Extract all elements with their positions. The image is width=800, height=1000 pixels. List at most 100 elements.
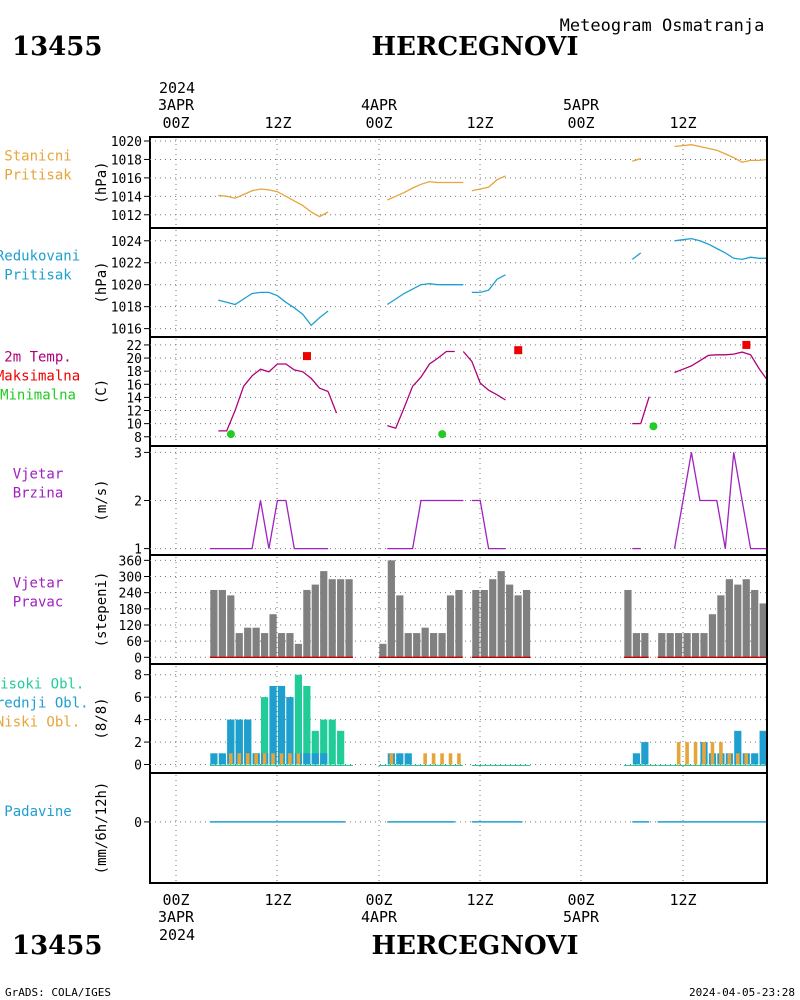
y-tick-label: 1016 bbox=[111, 323, 142, 338]
cloud-bar bbox=[744, 753, 749, 765]
cloud-bar bbox=[303, 685, 311, 765]
panel-label: Minimalna bbox=[0, 388, 76, 404]
top-hour-label: 12Z bbox=[669, 114, 696, 132]
direction-bar bbox=[413, 633, 421, 658]
y-tick-label: 1016 bbox=[111, 172, 142, 187]
direction-bar bbox=[759, 603, 766, 658]
y-tick-label: 120 bbox=[119, 619, 142, 634]
direction-bar bbox=[734, 584, 742, 658]
series-line bbox=[632, 157, 642, 162]
y-tick-label: 20 bbox=[126, 352, 142, 367]
footer-credit: GrADS: COLA/IGES bbox=[5, 986, 111, 999]
y-axis-label: (m/s) bbox=[94, 479, 110, 521]
y-tick-label: 16 bbox=[126, 378, 142, 393]
station-name-top: HERCEGNOVI bbox=[372, 32, 579, 62]
cloud-bar bbox=[396, 753, 404, 765]
cloud-bar bbox=[751, 753, 759, 765]
direction-bar bbox=[261, 633, 269, 658]
series-line bbox=[631, 252, 642, 260]
direction-bar bbox=[700, 633, 708, 658]
direction-bar bbox=[252, 627, 260, 658]
cloud-bar bbox=[448, 753, 453, 765]
series-line bbox=[218, 291, 329, 327]
direction-bar bbox=[480, 589, 488, 658]
cloud-bar bbox=[389, 753, 394, 765]
y-axis-label: (mm/6h/12h) bbox=[94, 782, 110, 875]
cloud-bar bbox=[736, 753, 740, 765]
cloud-bar bbox=[296, 753, 301, 765]
series-line bbox=[387, 499, 464, 550]
direction-bar bbox=[210, 589, 218, 658]
series-line bbox=[387, 180, 464, 201]
direction-bar bbox=[514, 595, 522, 658]
station-id-bottom: 13455 bbox=[12, 931, 102, 961]
tmin-marker bbox=[438, 430, 447, 439]
top-hour-label: 00Z bbox=[162, 114, 189, 132]
top-hour-label: 00Z bbox=[365, 114, 392, 132]
time-axis-bottom: 00Z 12Z 00Z 12Z 00Z 12Z 3APR 4APR 5APR bbox=[158, 891, 697, 926]
direction-bar bbox=[328, 579, 336, 658]
panel-label: Pravac bbox=[13, 595, 64, 611]
cloud-bar bbox=[269, 685, 277, 765]
series-line bbox=[471, 499, 506, 550]
cloud-bar bbox=[210, 753, 218, 765]
panel-station_pressure: 1012 1014 1016 1018 1020(hPa) Stanicni Pritisa… bbox=[4, 135, 768, 229]
direction-bar bbox=[379, 643, 387, 658]
panel-label: Stanicni bbox=[4, 149, 71, 165]
panel-clouds: 0 2 4 6 8 (8/8) Visoki Obl. Srednji Obl. Niski O… bbox=[0, 663, 768, 774]
series-line bbox=[674, 351, 766, 380]
y-tick-label: 4 bbox=[134, 714, 142, 729]
direction-bar bbox=[472, 589, 480, 658]
direction-bar bbox=[294, 643, 302, 658]
bottom-year: 2024 bbox=[159, 926, 195, 944]
series-line bbox=[218, 363, 329, 432]
panel-label: Vjetar bbox=[13, 576, 64, 592]
y-tick-label: 1018 bbox=[111, 153, 142, 168]
panel-label: Redukovani bbox=[0, 249, 80, 265]
series-line bbox=[327, 391, 338, 414]
top-hour-label: 00Z bbox=[567, 114, 594, 132]
direction-bar bbox=[286, 633, 294, 658]
series-line bbox=[386, 282, 464, 306]
direction-bar bbox=[768, 655, 775, 658]
panel-body bbox=[209, 560, 775, 658]
y-tick-label: 180 bbox=[119, 603, 142, 618]
direction-bar bbox=[497, 571, 505, 658]
cloud-bar bbox=[759, 730, 766, 765]
y-axis-label: (hPa) bbox=[94, 261, 110, 303]
direction-bar bbox=[235, 633, 243, 658]
direction-bar bbox=[725, 579, 733, 658]
series-line bbox=[471, 175, 506, 192]
direction-bar bbox=[632, 633, 640, 658]
y-tick-label: 2 bbox=[134, 736, 142, 751]
panel-label: 2m Temp. bbox=[4, 350, 71, 366]
direction-bar bbox=[345, 579, 353, 658]
panel-label: Pritisak bbox=[4, 168, 72, 184]
direction-bar bbox=[683, 633, 691, 658]
panel-label: Brzina bbox=[13, 486, 64, 502]
direction-bar bbox=[320, 571, 328, 658]
direction-bar bbox=[430, 633, 438, 658]
direction-bar bbox=[311, 584, 319, 658]
bottom-date-label: 3APR bbox=[158, 908, 195, 926]
direction-bar bbox=[489, 579, 497, 658]
y-axis-label: (hPa) bbox=[94, 161, 110, 203]
direction-bar bbox=[708, 614, 717, 658]
direction-bar bbox=[506, 584, 514, 658]
direction-bar bbox=[666, 633, 674, 658]
panel-label: Pritisak bbox=[4, 268, 72, 284]
panel-body bbox=[218, 237, 766, 327]
cloud-bar bbox=[440, 753, 444, 765]
y-tick-label: 0 bbox=[134, 759, 142, 774]
panels: 10121014101610181020(hPa)StanicniPritisa… bbox=[0, 135, 775, 884]
y-tick-label: 6 bbox=[134, 691, 142, 706]
bottom-hour-label: 12Z bbox=[466, 891, 493, 909]
y-tick-label: 2 bbox=[134, 495, 142, 510]
top-date-label: 4APR bbox=[361, 96, 398, 114]
tmin-marker bbox=[226, 430, 235, 439]
panel-frame bbox=[149, 336, 768, 447]
panel-body bbox=[209, 674, 766, 767]
panel-label: Niski Obl. bbox=[0, 715, 80, 731]
